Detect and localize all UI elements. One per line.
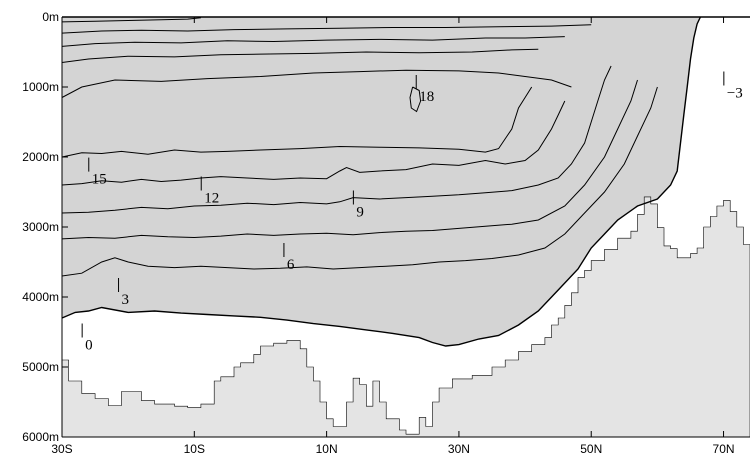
contour-label-9: 9 bbox=[356, 205, 364, 221]
y-tick-label: 4000m bbox=[22, 290, 59, 304]
contour-label-3: 3 bbox=[122, 292, 129, 308]
x-tick-label: 70N bbox=[713, 442, 735, 456]
x-tick-label: 50N bbox=[580, 442, 602, 456]
y-tick-label: 5000m bbox=[22, 360, 59, 374]
contour-label-18: 18 bbox=[419, 89, 434, 105]
x-tick-label: 10N bbox=[316, 442, 338, 456]
contour-label-6: 6 bbox=[287, 257, 295, 273]
x-tick-label: 10S bbox=[184, 442, 205, 456]
y-tick-label: 1000m bbox=[22, 80, 59, 94]
contour-label-15: 15 bbox=[92, 172, 107, 188]
x-tick-label: 30N bbox=[448, 442, 470, 456]
y-tick-label: 2000m bbox=[22, 150, 59, 164]
y-tick-label: 3000m bbox=[22, 220, 59, 234]
y-tick-label: 0m bbox=[42, 10, 59, 24]
contour-label-12: 12 bbox=[204, 191, 219, 207]
y-tick-label: 6000m bbox=[22, 430, 59, 444]
contour-label-minus3: −3 bbox=[727, 86, 743, 102]
x-tick-label: 30S bbox=[51, 442, 72, 456]
contour-label-0: 0 bbox=[85, 338, 93, 354]
